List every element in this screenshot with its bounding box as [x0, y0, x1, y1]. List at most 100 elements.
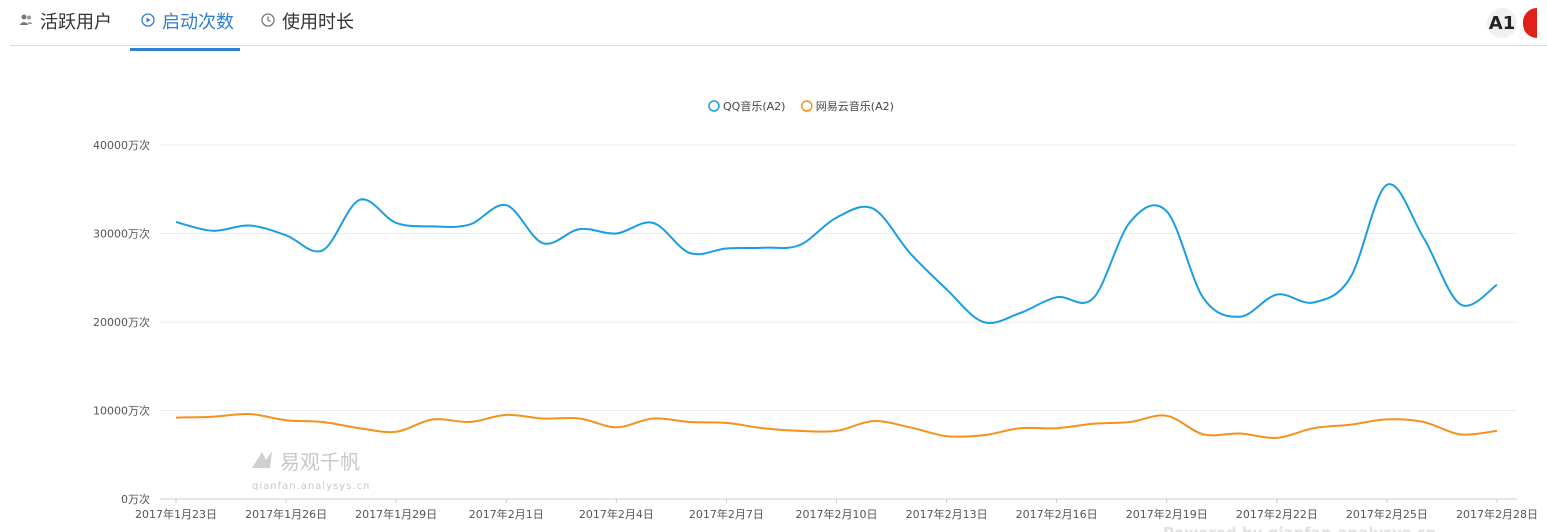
y-tick-label: 40000万次 — [93, 138, 150, 152]
data-point — [870, 418, 876, 424]
x-tick-label: 2017年2月4日 — [579, 507, 654, 521]
x-tick-label: 2017年2月13日 — [906, 507, 988, 521]
y-tick-label: 10000万次 — [93, 404, 150, 418]
data-point — [1421, 235, 1427, 241]
data-point — [613, 231, 619, 237]
legend-label-qq-music: QQ音乐(A2) — [723, 99, 785, 113]
data-point — [1237, 314, 1243, 320]
data-point — [1457, 431, 1463, 437]
data-point — [540, 415, 546, 421]
data-point — [907, 424, 913, 430]
user-badge[interactable]: A1 — [1487, 8, 1537, 38]
watermark-logo-icon — [252, 451, 272, 468]
data-point — [430, 416, 436, 422]
legend-marker-netease-music — [801, 100, 813, 112]
play-circle-icon — [140, 12, 156, 28]
data-point — [393, 220, 399, 226]
data-point — [1017, 310, 1023, 316]
data-point — [1200, 295, 1206, 301]
watermark-subtitle: qianfan.analysys.cn — [252, 481, 370, 492]
data-point — [356, 197, 362, 203]
x-tick-label: 2017年1月23日 — [135, 507, 217, 521]
tab-bar: 活跃用户 启动次数 使用时长 A1 — [10, 0, 1547, 51]
data-point — [1384, 182, 1390, 188]
x-tick-label: 2017年2月25日 — [1346, 507, 1428, 521]
x-tick-label: 2017年2月1日 — [469, 507, 544, 521]
data-point — [246, 223, 252, 229]
data-point — [430, 223, 436, 229]
data-point — [1090, 421, 1096, 427]
powered-by-text: Powered by qianfan.analysys.cn — [1163, 524, 1436, 532]
tab-active-users[interactable]: 活跃用户 — [18, 8, 112, 44]
watermark-title: 易观千帆 — [280, 450, 360, 474]
series-line-qq-music — [175, 183, 1498, 324]
level-badge: A1 — [1487, 8, 1517, 38]
data-point — [1200, 431, 1206, 437]
data-point — [1090, 295, 1096, 301]
data-point — [723, 420, 729, 426]
data-point — [1311, 300, 1317, 306]
data-point — [1274, 292, 1280, 298]
data-point — [980, 432, 986, 438]
data-point — [907, 250, 913, 256]
data-point — [723, 246, 729, 252]
tab-launch-count[interactable]: 启动次数 — [130, 8, 240, 51]
data-point — [834, 215, 840, 221]
tab-label: 启动次数 — [162, 12, 234, 33]
data-point — [870, 206, 876, 212]
data-point — [1054, 294, 1060, 300]
data-point — [1347, 422, 1353, 428]
data-point — [577, 415, 583, 421]
data-point — [944, 433, 950, 439]
data-point — [393, 429, 399, 435]
legend-marker-qq-music — [708, 100, 720, 112]
data-point — [1494, 282, 1500, 288]
data-point — [246, 411, 252, 417]
x-tick-label: 2017年2月7日 — [689, 507, 764, 521]
clock-icon — [260, 12, 276, 28]
x-tick-label: 2017年1月29日 — [355, 507, 437, 521]
tab-usage-duration[interactable]: 使用时长 — [260, 8, 354, 44]
data-point — [1421, 419, 1427, 425]
data-point — [503, 202, 509, 208]
data-point — [577, 226, 583, 232]
data-point — [283, 417, 289, 423]
data-point — [1127, 419, 1133, 425]
data-point — [980, 319, 986, 325]
x-tick-label: 2017年2月16日 — [1016, 507, 1098, 521]
data-point — [613, 424, 619, 430]
data-point — [1054, 425, 1060, 431]
x-tick-label: 2017年1月26日 — [245, 507, 327, 521]
data-point — [210, 414, 216, 420]
data-point — [650, 415, 656, 421]
data-point — [687, 419, 693, 425]
data-point — [1164, 413, 1170, 419]
data-point — [1127, 219, 1133, 225]
y-tick-label: 30000万次 — [93, 227, 150, 241]
data-point — [1274, 435, 1280, 441]
legend-label-netease-music: 网易云音乐(A2) — [816, 99, 894, 113]
data-point — [503, 412, 509, 418]
data-point — [834, 428, 840, 434]
data-point — [1347, 275, 1353, 281]
data-point — [173, 219, 179, 225]
x-tick-label: 2017年2月22日 — [1236, 507, 1318, 521]
data-point — [540, 240, 546, 246]
data-point — [1164, 208, 1170, 214]
y-tick-label: 0万次 — [121, 492, 150, 506]
data-point — [356, 425, 362, 431]
data-point — [1384, 416, 1390, 422]
data-point — [1457, 301, 1463, 307]
data-point — [1017, 425, 1023, 431]
data-point — [760, 425, 766, 431]
data-point — [797, 428, 803, 434]
data-point — [797, 242, 803, 248]
data-point — [687, 250, 693, 256]
data-point — [173, 415, 179, 421]
data-point — [210, 228, 216, 234]
data-point — [283, 232, 289, 238]
data-point — [320, 419, 326, 425]
data-point — [467, 222, 473, 228]
data-point — [320, 247, 326, 253]
